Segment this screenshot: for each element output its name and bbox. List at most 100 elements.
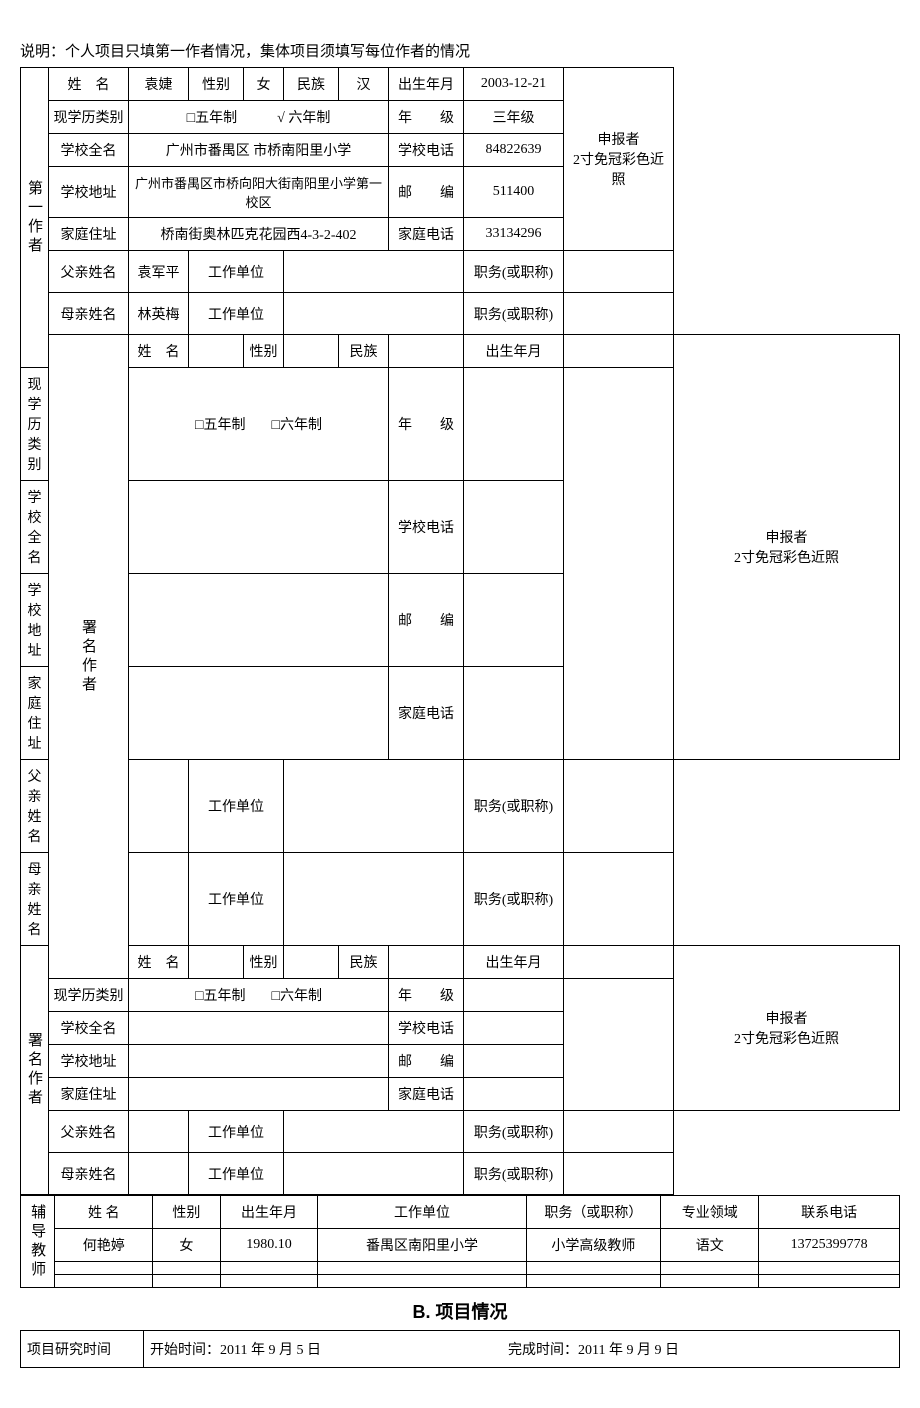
label-grade: 年 级 (389, 101, 464, 134)
label-gender: 性别 (244, 946, 284, 979)
co1-hometel (464, 667, 564, 760)
tutor-table: 辅导教师 姓 名 性别 出生年月 工作单位 职务（或职称） 专业领域 联系电话 … (20, 1195, 900, 1288)
co2-postcode (464, 1045, 564, 1078)
label-ethnic: 民族 (284, 68, 339, 101)
co2-schooltel (464, 1012, 564, 1045)
label-position: 职务(或职称) (464, 1153, 564, 1195)
label-workunit: 工作单位 (189, 251, 284, 293)
label-grade: 年 级 (389, 368, 464, 481)
label-edutype: 现学历类别 (49, 979, 129, 1012)
co1-name (189, 335, 244, 368)
project-time-value: 开始时间：2011 年 9 月 5 日 完成时间：2011 年 9 月 9 日 (144, 1331, 900, 1368)
co2-grade (464, 979, 564, 1012)
label-grade: 年 级 (389, 979, 464, 1012)
author1-father-unit (284, 251, 464, 293)
author1-mother-unit (284, 293, 464, 335)
label-name: 姓 名 (129, 335, 189, 368)
label-schooltel: 学校电话 (389, 134, 464, 167)
project-end: 完成时间：2011 年 9 月 9 日 (508, 1343, 679, 1358)
co1-father-pos (564, 760, 674, 853)
label-schoolfull: 学校全名 (21, 481, 49, 574)
label-schooladdr: 学校地址 (21, 574, 49, 667)
label-position: 职务(或职称) (464, 760, 564, 853)
author1-mother-pos (564, 293, 674, 335)
co1-schoolfull (129, 481, 389, 574)
coauthor2-section-label: 署名作者 (21, 946, 49, 1195)
project-table: 项目研究时间 开始时间：2011 年 9 月 5 日 完成时间：2011 年 9… (20, 1330, 900, 1368)
project-start: 开始时间：2011 年 9 月 5 日 (150, 1343, 321, 1358)
tutor1-dob: 1980.10 (220, 1229, 318, 1262)
author1-photo-slot: 申报者 2寸免冠彩色近照 (564, 68, 674, 251)
label-workunit: 工作单位 (189, 760, 284, 853)
co1-mother-pos (564, 853, 674, 946)
tutor-h-spec: 专业领域 (661, 1196, 759, 1229)
co1-homeaddr (129, 667, 389, 760)
label-schooladdr: 学校地址 (49, 1045, 129, 1078)
co2-mother-pos (564, 1153, 674, 1195)
co1-grade (464, 368, 564, 481)
label-position: 职务(或职称) (464, 853, 564, 946)
label-hometel: 家庭电话 (389, 218, 464, 251)
label-hometel: 家庭电话 (389, 1078, 464, 1111)
author1-gender: 女 (244, 68, 284, 101)
co2-schooladdr (129, 1045, 389, 1078)
tutor3-name (55, 1275, 153, 1288)
label-edutype: 现学历类别 (21, 368, 49, 481)
co1-ethnic (389, 335, 464, 368)
co1-schooladdr (129, 574, 389, 667)
co1-mother (129, 853, 189, 946)
tutor-h-gender: 性别 (153, 1196, 220, 1229)
co1-postcode (464, 574, 564, 667)
label-position: 职务(或职称) (464, 1111, 564, 1153)
tutor1-spec: 语文 (661, 1229, 759, 1262)
label-mother: 母亲姓名 (21, 853, 49, 946)
tutor-h-tel: 联系电话 (759, 1196, 900, 1229)
tutor1-tel: 13725399778 (759, 1229, 900, 1262)
label-project-time: 项目研究时间 (21, 1331, 144, 1368)
main-form-table: 第一作者 姓 名 袁婕 性别 女 民族 汉 出生年月 2003-12-21 申报… (20, 67, 900, 1195)
tutor-section-label: 辅导教师 (21, 1196, 55, 1288)
tutor-h-pos: 职务（或职称） (526, 1196, 661, 1229)
co2-dob (564, 946, 674, 979)
co1-gender (284, 335, 339, 368)
tutor1-name: 何艳婷 (55, 1229, 153, 1262)
label-dob: 出生年月 (464, 946, 564, 979)
author1-hometel: 33134296 (464, 218, 564, 251)
author1-edutype: □五年制 √ 六年制 (129, 101, 389, 134)
co2-father (129, 1111, 189, 1153)
co2-schoolfull (129, 1012, 389, 1045)
author1-schooltel: 84822639 (464, 134, 564, 167)
label-workunit: 工作单位 (189, 293, 284, 335)
co1-schooltel (464, 481, 564, 574)
coauthor1-section-label: 署名作者 (49, 335, 129, 979)
author1-name: 袁婕 (129, 68, 189, 101)
label-workunit: 工作单位 (189, 1153, 284, 1195)
label-homeaddr: 家庭住址 (21, 667, 49, 760)
co1-dob (564, 335, 674, 368)
co1-mother-unit (284, 853, 464, 946)
label-gender: 性别 (189, 68, 244, 101)
label-postcode: 邮 编 (389, 574, 464, 667)
co2-father-unit (284, 1111, 464, 1153)
label-homeaddr: 家庭住址 (49, 218, 129, 251)
label-father: 父亲姓名 (21, 760, 49, 853)
label-workunit: 工作单位 (189, 853, 284, 946)
author1-father: 袁军平 (129, 251, 189, 293)
co2-father-pos (564, 1111, 674, 1153)
co2-edutype: □五年制 □六年制 (129, 979, 389, 1012)
author1-dob: 2003-12-21 (464, 68, 564, 101)
tutor-h-unit: 工作单位 (318, 1196, 526, 1229)
author1-homeaddr: 桥南街奥林匹克花园西4-3-2-402 (129, 218, 389, 251)
label-mother: 母亲姓名 (49, 1153, 129, 1195)
tutor2-name (55, 1262, 153, 1275)
author1-father-pos (564, 251, 674, 293)
co2-mother (129, 1153, 189, 1195)
label-homeaddr: 家庭住址 (49, 1078, 129, 1111)
label-name: 姓 名 (129, 946, 189, 979)
co1-photo-slot: 申报者 2寸免冠彩色近照 (674, 335, 900, 760)
author1-schooladdr: 广州市番禺区市桥向阳大街南阳里小学第一校区 (129, 167, 389, 218)
author1-section-label: 第一作者 (21, 68, 49, 368)
label-postcode: 邮 编 (389, 167, 464, 218)
author1-schoolfull: 广州市番禺区 市桥南阳里小学 (129, 134, 389, 167)
label-father: 父亲姓名 (49, 251, 129, 293)
